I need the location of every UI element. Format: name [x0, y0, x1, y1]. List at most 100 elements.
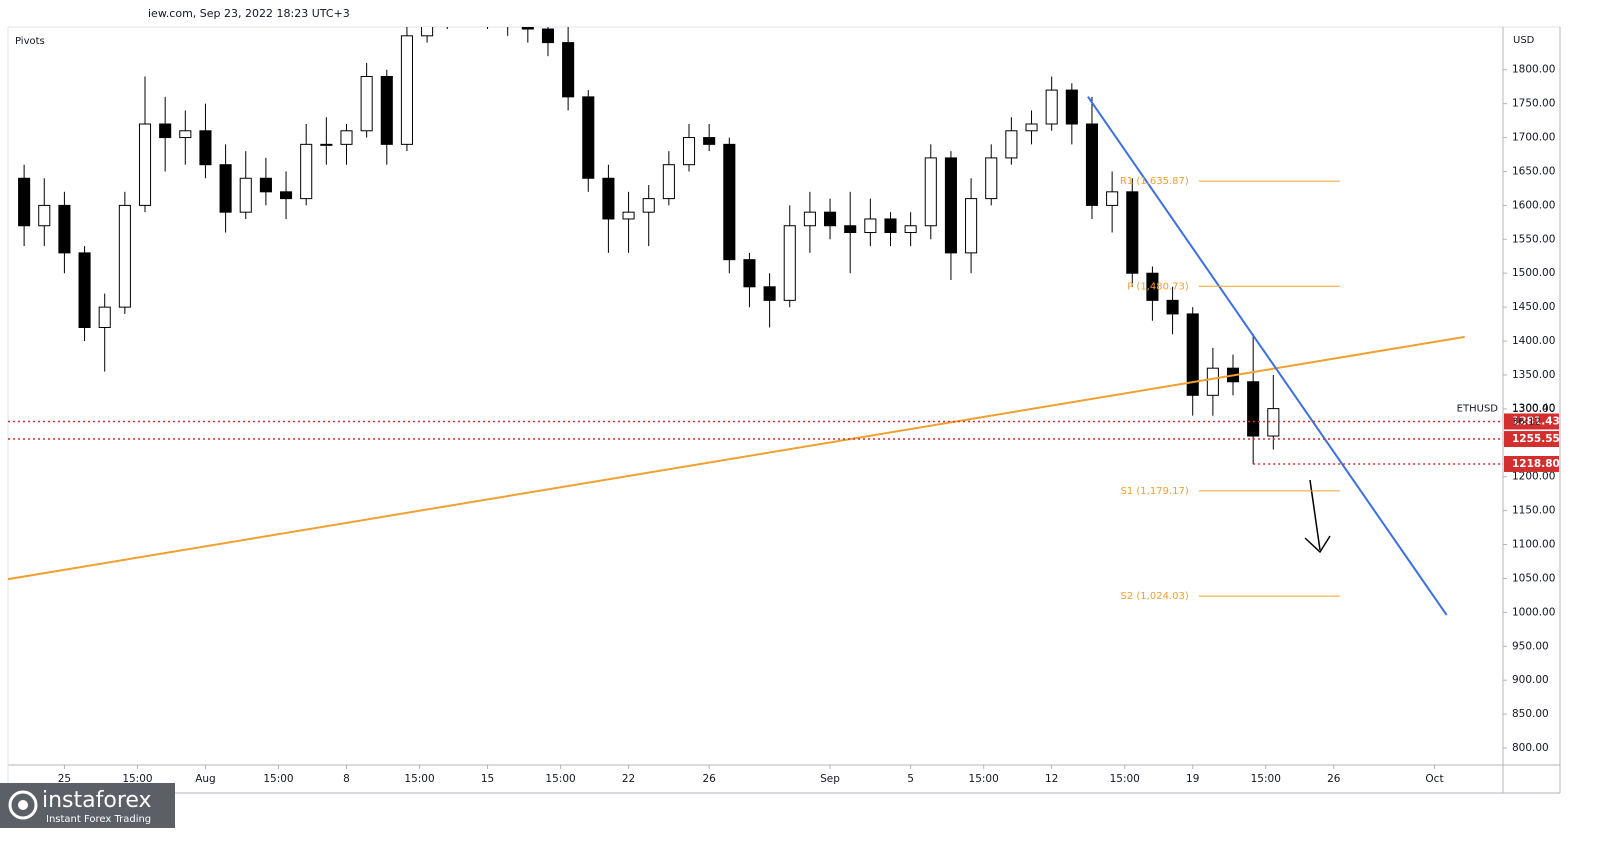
candle-body	[1025, 123, 1038, 132]
y-tick-label: 1000.00	[1512, 606, 1555, 618]
candle-body	[98, 306, 111, 328]
y-tick-label: 950.00	[1512, 640, 1549, 652]
candle-body	[904, 225, 917, 234]
logo-icon	[8, 790, 38, 820]
y-tick-label: 900.00	[1512, 674, 1549, 686]
candle-body	[783, 225, 796, 301]
y-tick-label: 1750.00	[1512, 98, 1555, 110]
candle-body	[320, 143, 333, 146]
price-level-label: 1281.43	[1512, 415, 1560, 427]
y-tick-label: 800.00	[1512, 742, 1549, 754]
y-tick-label: 1700.00	[1512, 132, 1555, 144]
pivot-label: S1 (1,179.17)	[1121, 486, 1189, 497]
candle-body	[965, 198, 978, 254]
candle-body	[179, 130, 192, 139]
candle-body	[159, 123, 172, 139]
candle-body	[340, 130, 353, 145]
candle-body	[985, 157, 998, 200]
symbol-label: ETHUSD	[1457, 404, 1499, 415]
candle-body	[239, 177, 252, 213]
y-tick-label: 1650.00	[1512, 165, 1555, 177]
candle-body	[803, 211, 816, 227]
candle-body	[78, 252, 91, 328]
x-tick-label: 15	[481, 773, 494, 785]
candle-body	[400, 35, 413, 145]
x-tick-label: 19	[1186, 773, 1199, 785]
candle-body	[1186, 313, 1199, 396]
x-tick-label: 22	[622, 773, 635, 785]
candle-body	[884, 218, 897, 234]
x-tick-label: 15:00	[122, 773, 152, 785]
candle-body	[360, 76, 373, 132]
candle-body	[662, 164, 675, 200]
trend-line	[8, 335, 1465, 581]
candle-body	[38, 204, 51, 227]
x-tick-label: Oct	[1425, 773, 1443, 785]
candle-body	[1045, 89, 1058, 125]
last-price-label: 1300.40	[1512, 403, 1555, 415]
candle-body	[944, 157, 957, 254]
price-level-label: 1218.80	[1512, 458, 1560, 470]
x-tick-label: 25	[58, 773, 71, 785]
candle-body	[521, 27, 534, 30]
candle-body	[864, 218, 877, 234]
logo-icon-core	[18, 800, 28, 810]
x-tick-label: 15:00	[1251, 773, 1281, 785]
candle-body	[582, 96, 595, 179]
candle-body	[1267, 408, 1280, 437]
candle-body	[259, 177, 272, 193]
candle-body	[1146, 272, 1159, 301]
y-tick-label: 1400.00	[1512, 335, 1555, 347]
candle-body	[562, 42, 575, 98]
x-tick-label: 8	[343, 773, 350, 785]
y-tick-label: 850.00	[1512, 708, 1549, 720]
candle-body	[118, 204, 131, 308]
y-tick-label: 1450.00	[1512, 301, 1555, 313]
candle-body	[743, 259, 756, 288]
y-tick-label: 1050.00	[1512, 572, 1555, 584]
header: iew.com, Sep 23, 2022 18:23 UTC+3	[148, 7, 350, 20]
candle-body	[280, 191, 293, 200]
candle-body	[380, 76, 393, 145]
pivot-label: P (1,480.73)	[1127, 281, 1189, 292]
candle-body	[723, 143, 736, 261]
price-level-box	[1504, 431, 1559, 448]
candle-body	[824, 211, 837, 227]
candle-body	[421, 27, 434, 37]
candle-body	[642, 198, 655, 213]
y-tick-label: 1550.00	[1512, 233, 1555, 245]
y-tick-label: 1800.00	[1512, 64, 1555, 76]
candle-body	[300, 143, 313, 200]
candle-body	[602, 177, 615, 220]
indicator-label: Pivots	[15, 36, 45, 47]
pivot-label: S2 (1,024.03)	[1121, 591, 1189, 602]
arrow-head	[1304, 535, 1331, 554]
currency-label: USD	[1513, 35, 1535, 46]
candle-body	[58, 204, 71, 254]
candle-body	[622, 211, 635, 220]
candle-body	[763, 286, 776, 301]
candle-body	[844, 225, 857, 234]
y-tick-label: 1150.00	[1512, 505, 1555, 517]
x-tick-label: Sep	[820, 773, 840, 785]
x-tick-label: Aug	[195, 773, 216, 785]
x-tick-label: 26	[702, 773, 716, 785]
logo-box	[0, 783, 175, 828]
x-tick-label: 15:00	[969, 773, 999, 785]
price-level-label: 1255.55	[1512, 433, 1560, 445]
y-tick-label: 1200.00	[1512, 471, 1555, 483]
logo-tagline: Instant Forex Trading	[46, 814, 151, 825]
candle-body	[219, 164, 232, 213]
y-tick-label: 1600.00	[1512, 199, 1555, 211]
pivot-label: R1 (1,635.87)	[1120, 176, 1189, 187]
y-tick-label: 1350.00	[1512, 369, 1555, 381]
x-tick-label: 5	[907, 773, 914, 785]
y-tick-label: 1100.00	[1512, 539, 1555, 551]
x-tick-label: 15:00	[263, 773, 293, 785]
candle-body	[199, 130, 212, 166]
x-tick-label: 12	[1045, 773, 1058, 785]
x-tick-label: 15:00	[1110, 773, 1140, 785]
candle-body	[18, 177, 31, 227]
